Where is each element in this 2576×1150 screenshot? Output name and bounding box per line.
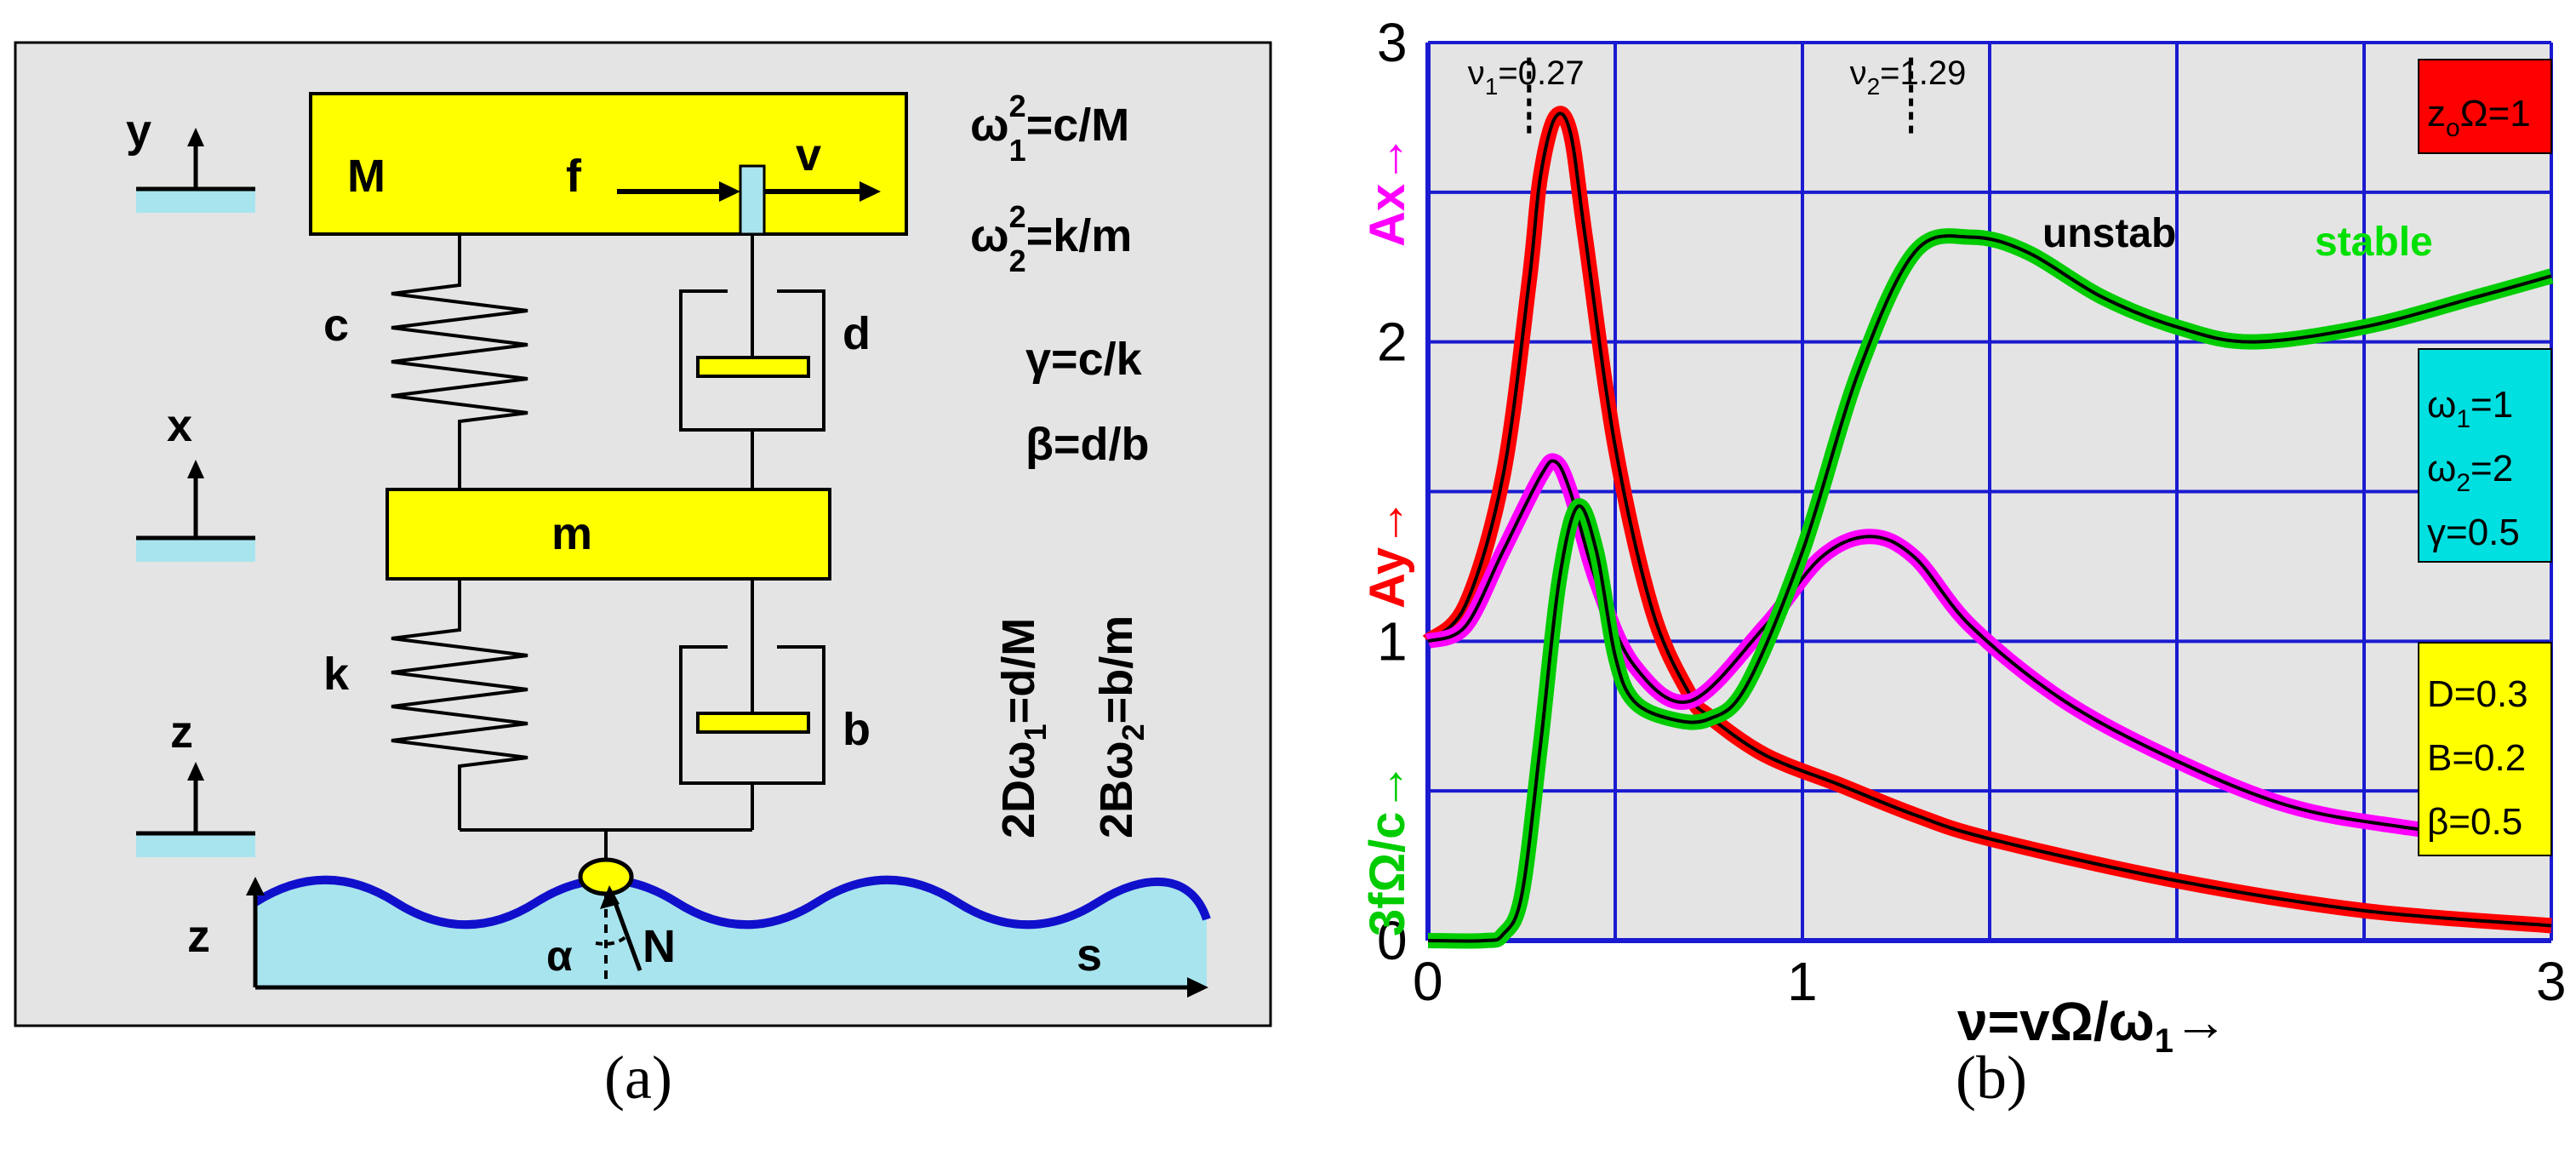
z-ground-band bbox=[136, 832, 255, 857]
damper-b-piston bbox=[696, 712, 810, 734]
coord-y-label: y bbox=[126, 106, 151, 157]
x-tick-label: 3 bbox=[2536, 951, 2567, 1012]
panel-b-chart: ν1=0.27 ν2=1.29 0 1 2 3 0 1 3 Ax→ Ay→ 3fΩ/c→ ν=… bbox=[1360, 12, 2567, 1060]
angle-alpha-label: α bbox=[546, 932, 573, 980]
mass-M-label: M bbox=[347, 151, 386, 202]
road-z-label: z bbox=[187, 911, 210, 962]
normal-N-label: N bbox=[643, 921, 676, 972]
y-tick-label: 0 bbox=[1377, 910, 1408, 971]
angle-arc bbox=[595, 933, 630, 946]
legend-frequencies-line-3: γ=0.5 bbox=[2427, 512, 2520, 553]
road-s-label: s bbox=[1077, 930, 1102, 981]
damper-b-label: b bbox=[842, 704, 871, 755]
equation-omega2: ω2 2=k/m bbox=[970, 199, 1132, 278]
annotation-stable: stable bbox=[2315, 220, 2433, 265]
panel-a: M f v c d m k b y x z z s α N ω2 1=c/M ω2… bbox=[14, 41, 1272, 1027]
z-road-axis-arrowhead bbox=[246, 877, 265, 895]
legend-amplitude-text: zoΩ=1 bbox=[2427, 93, 2531, 142]
frequency-markers: ν1=0.27 ν2=1.29 bbox=[1468, 54, 1967, 139]
equation-D: 2Dω1=d/M bbox=[993, 618, 1053, 838]
x-ground-band bbox=[136, 536, 255, 562]
x-axis-label: ν=vΩ/ω1→ bbox=[1957, 991, 2228, 1060]
legend-damping-line-1: D=0.3 bbox=[2427, 673, 2528, 715]
y-axis-label-ax: Ax→ bbox=[1360, 134, 1415, 247]
road-wave bbox=[253, 875, 1211, 930]
normal-force-line bbox=[612, 900, 643, 971]
marker-label-1: ν1=0.27 bbox=[1468, 54, 1585, 100]
legend-box-frequencies bbox=[2418, 348, 2552, 563]
legend-damping-line-2: B=0.2 bbox=[2427, 737, 2526, 779]
equation-B: 2Bω2=b/m bbox=[1091, 615, 1151, 838]
spring-k bbox=[391, 579, 528, 830]
s-axis-arrowhead bbox=[1187, 977, 1208, 998]
equation-omega1: ω2 1=c/M bbox=[970, 89, 1129, 168]
coord-x-label: x bbox=[167, 400, 192, 451]
equation-gamma: γ=c/k bbox=[1025, 334, 1143, 385]
mass-M-block bbox=[309, 92, 908, 236]
y-ground-band bbox=[136, 187, 255, 213]
x-tick-label: 1 bbox=[1787, 951, 1818, 1012]
caption-a: (a) bbox=[604, 1044, 672, 1112]
force-f-label: f bbox=[566, 151, 582, 202]
y-axis-label-force: 3fΩ/c→ bbox=[1360, 763, 1415, 936]
velocity-v-label: v bbox=[796, 129, 821, 180]
damper-d-piston bbox=[696, 356, 810, 378]
equation-beta: β=d/b bbox=[1025, 419, 1149, 470]
series-layer bbox=[1422, 106, 2554, 949]
wheel-icon bbox=[578, 857, 634, 896]
legend-damping-line-3: β=0.5 bbox=[2427, 801, 2522, 843]
force-arrow-icon bbox=[719, 181, 740, 202]
series-ay-line bbox=[1426, 112, 2552, 928]
mass-m-label: m bbox=[551, 508, 592, 559]
x-tick-label: 0 bbox=[1413, 951, 1443, 1012]
legend-box-damping bbox=[2418, 642, 2552, 856]
caption-b: (b) bbox=[1956, 1044, 2027, 1112]
spring-c-label: c bbox=[323, 300, 349, 351]
y-arrow-icon bbox=[187, 128, 204, 146]
legend-box-amplitude bbox=[2418, 59, 2552, 154]
annotation-unstab: unstab bbox=[2042, 211, 2176, 256]
z-arrow-icon bbox=[187, 762, 204, 781]
road-water-fill bbox=[255, 879, 1207, 987]
velocity-arrow-icon bbox=[860, 181, 881, 202]
x-arrow-icon bbox=[187, 460, 204, 478]
marker-label-2: ν2=1.29 bbox=[1850, 54, 1967, 100]
y-tick-label: 2 bbox=[1377, 312, 1408, 373]
y-tick-label: 1 bbox=[1377, 610, 1408, 672]
spring-k-label: k bbox=[323, 649, 350, 700]
legend-frequencies-line-2: ω2=2 bbox=[2427, 448, 2513, 497]
mass-m-block bbox=[386, 488, 831, 581]
legend-frequencies-line-1: ω1=1 bbox=[2427, 384, 2513, 433]
series-3fc-line bbox=[1427, 234, 2552, 943]
damper-d-label: d bbox=[842, 308, 871, 359]
coord-z-label: z bbox=[170, 707, 193, 758]
normal-force-arrow-icon bbox=[600, 885, 620, 909]
spring-c bbox=[391, 234, 528, 489]
y-tick-label: 3 bbox=[1377, 12, 1408, 73]
y-axis-label-ay: Ay→ bbox=[1360, 498, 1415, 609]
slider-block bbox=[739, 164, 766, 236]
tick-labels: 0 1 2 3 0 1 3 bbox=[1377, 12, 2567, 1012]
